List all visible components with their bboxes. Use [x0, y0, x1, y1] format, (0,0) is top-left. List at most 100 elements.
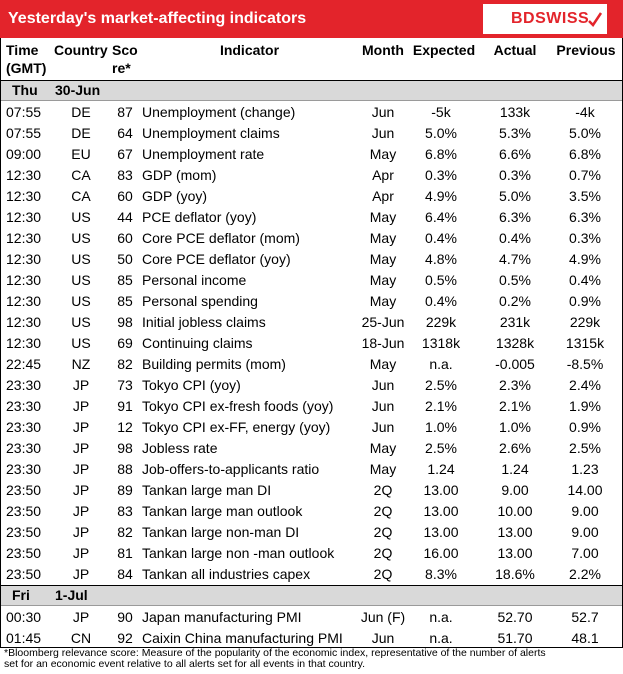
cell-indicator: Job-offers-to-applicants ratio — [142, 461, 320, 477]
cell-month: Apr — [372, 188, 394, 204]
cell-actual: 133k — [499, 104, 531, 120]
day-name: Fri — [12, 587, 30, 603]
cell-time: 12:30 — [6, 293, 42, 309]
cell-indicator: Unemployment (change) — [142, 104, 296, 120]
cell-country: US — [71, 293, 91, 309]
cell-score: 12 — [117, 419, 133, 435]
cell-indicator: Continuing claims — [142, 335, 253, 351]
cell-indicator: Tankan large man DI — [142, 482, 272, 498]
cell-actual: 13.00 — [497, 545, 533, 561]
cell-month: Jun (F) — [360, 609, 406, 625]
cell-actual: 231k — [499, 314, 531, 330]
cell-actual: 10.00 — [497, 503, 533, 519]
cell-expected: n.a. — [429, 630, 453, 646]
cell-previous: 52.7 — [571, 609, 599, 625]
cell-score: 64 — [117, 125, 133, 141]
cell-indicator: Tankan large non -man outlook — [142, 545, 335, 561]
cell-previous: 3.5% — [569, 188, 601, 204]
cell-score: 69 — [117, 335, 133, 351]
cell-time: 12:30 — [6, 188, 42, 204]
cell-expected: n.a. — [429, 609, 453, 625]
logo-mark — [588, 12, 603, 27]
cell-indicator: Personal spending — [142, 293, 258, 309]
cell-country: US — [71, 230, 91, 246]
cell-actual: 5.3% — [499, 125, 531, 141]
logo-text: BDSWISS — [511, 10, 590, 27]
cell-actual: 6.3% — [499, 209, 531, 225]
cell-month: May — [369, 461, 397, 477]
cell-month: 2Q — [373, 482, 393, 498]
cell-actual: -0.005 — [495, 356, 535, 372]
cell-country: JP — [72, 482, 90, 498]
header-country: Country — [54, 42, 108, 58]
cell-country: JP — [72, 524, 90, 540]
cell-country: JP — [72, 545, 90, 561]
cell-previous: 9.00 — [571, 524, 599, 540]
day-row — [1, 585, 622, 606]
cell-country: JP — [72, 419, 90, 435]
cell-previous: 6.8% — [569, 146, 601, 162]
cell-country: US — [71, 209, 91, 225]
cell-previous: 0.9% — [569, 293, 601, 309]
cell-expected: 0.4% — [425, 293, 457, 309]
cell-country: JP — [72, 503, 90, 519]
cell-actual: 1.24 — [501, 461, 529, 477]
cell-expected: 1.24 — [427, 461, 455, 477]
cell-actual: 18.6% — [495, 566, 535, 582]
cell-score: 90 — [117, 609, 133, 625]
cell-expected: 5.0% — [425, 125, 457, 141]
cell-score: 87 — [117, 104, 133, 120]
cell-country: NZ — [71, 356, 91, 372]
cell-indicator: Core PCE deflator (mom) — [142, 230, 300, 246]
cell-previous: 1.23 — [571, 461, 599, 477]
cell-actual: 2.3% — [499, 377, 531, 393]
cell-month: May — [369, 356, 397, 372]
cell-actual: 4.7% — [499, 251, 531, 267]
cell-time: 12:30 — [6, 335, 42, 351]
cell-time: 12:30 — [6, 209, 42, 225]
cell-previous: 14.00 — [567, 482, 603, 498]
cell-country: JP — [72, 398, 90, 414]
cell-indicator: Tankan large man outlook — [142, 503, 303, 519]
cell-previous: 2.2% — [569, 566, 601, 582]
cell-country: US — [71, 335, 91, 351]
header-score: Score* — [112, 42, 138, 76]
cell-month: May — [369, 146, 397, 162]
cell-month: May — [369, 293, 397, 309]
cell-month: 2Q — [373, 545, 393, 561]
cell-previous: 2.5% — [569, 440, 601, 456]
cell-score: 73 — [117, 377, 133, 393]
cell-actual: 5.0% — [499, 188, 531, 204]
cell-actual: 2.1% — [499, 398, 531, 414]
cell-expected: 4.9% — [425, 188, 457, 204]
cell-previous: 1.9% — [569, 398, 601, 414]
cell-time: 23:30 — [6, 377, 42, 393]
cell-score: 85 — [117, 293, 133, 309]
cell-time: 01:45 — [6, 630, 42, 646]
cell-score: 98 — [117, 314, 133, 330]
cell-expected: 6.4% — [425, 209, 457, 225]
cell-time: 23:50 — [6, 503, 42, 519]
cell-month: May — [369, 230, 397, 246]
cell-country: DE — [71, 104, 91, 120]
cell-score: 84 — [117, 566, 133, 582]
cell-previous: 229k — [569, 314, 601, 330]
cell-score: 60 — [117, 230, 133, 246]
header-time: Time (GMT) — [6, 42, 47, 76]
day-date: 1-Jul — [55, 587, 88, 603]
cell-score: 82 — [117, 524, 133, 540]
cell-indicator: Core PCE deflator (yoy) — [142, 251, 291, 267]
cell-previous: -4k — [575, 104, 595, 120]
header-actual: Actual — [493, 42, 537, 58]
cell-time: 23:30 — [6, 461, 42, 477]
cell-time: 00:30 — [6, 609, 42, 625]
cell-time: 23:50 — [6, 566, 42, 582]
cell-indicator: GDP (mom) — [142, 167, 217, 183]
cell-score: 83 — [117, 167, 133, 183]
cell-time: 23:30 — [6, 398, 42, 414]
day-date: 30-Jun — [55, 82, 101, 98]
cell-score: 85 — [117, 272, 133, 288]
cell-country: JP — [72, 566, 90, 582]
cell-expected: 2.5% — [425, 377, 457, 393]
